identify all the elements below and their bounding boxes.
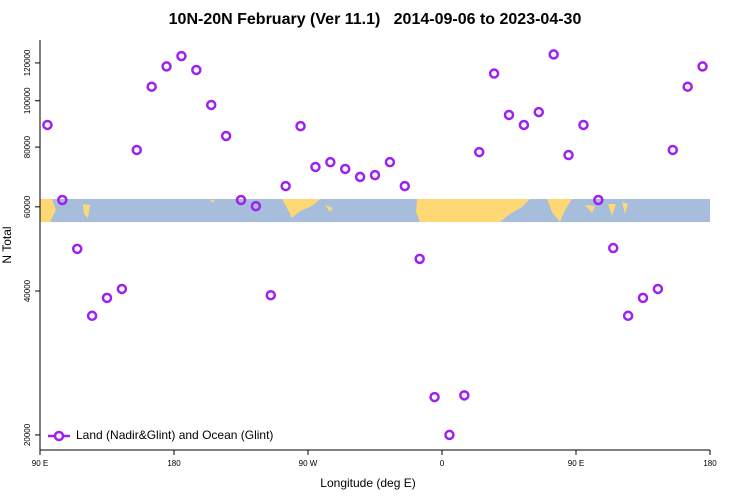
x-tick-label: 180 xyxy=(167,459,181,468)
data-point xyxy=(116,283,128,295)
data-point xyxy=(220,130,232,142)
data-point xyxy=(637,292,649,304)
data-point xyxy=(131,144,143,156)
data-point xyxy=(384,156,396,168)
data-point xyxy=(176,50,187,62)
data-point xyxy=(265,289,277,301)
data-point xyxy=(488,68,500,79)
data-point xyxy=(503,109,515,121)
data-point xyxy=(607,242,619,254)
data-point xyxy=(205,99,217,111)
data-point xyxy=(101,292,113,304)
y-tick-label: 80000 xyxy=(23,135,32,158)
legend-label: Land (Nadir&Glint) and Ocean (Glint) xyxy=(76,428,273,442)
y-tick-label: 40000 xyxy=(23,279,32,302)
x-tick-label: 180 xyxy=(703,459,717,468)
data-point xyxy=(459,390,470,401)
y-tick-label: 60000 xyxy=(23,195,32,218)
data-point xyxy=(399,180,411,192)
x-tick-label: 90 W xyxy=(299,459,318,468)
x-tick-label: 90 E xyxy=(568,459,584,468)
data-point xyxy=(593,194,604,206)
data-point xyxy=(250,200,262,212)
data-point xyxy=(71,243,83,255)
data-point xyxy=(518,119,530,131)
data-point xyxy=(473,146,485,158)
data-point xyxy=(622,310,634,322)
data-point xyxy=(86,310,98,322)
x-tick-label: 0 xyxy=(440,459,445,468)
data-point xyxy=(57,194,68,206)
data-point xyxy=(652,283,664,295)
data-point xyxy=(563,149,574,161)
chart-title: 10N-20N February (Ver 11.1) 2014-09-06 t… xyxy=(169,11,582,28)
data-point xyxy=(667,144,679,156)
data-point xyxy=(369,169,381,181)
y-axis-label: N Total xyxy=(0,226,14,263)
data-point xyxy=(146,81,157,92)
data-point xyxy=(325,156,336,168)
y-tick-label: 100000 xyxy=(23,87,32,114)
data-point xyxy=(310,161,321,173)
data-point xyxy=(354,171,366,183)
y-tick-label: 20000 xyxy=(23,423,32,446)
data-point xyxy=(429,391,440,403)
data-point xyxy=(280,180,291,192)
map-band xyxy=(40,199,710,222)
data-point xyxy=(578,119,589,131)
data-point xyxy=(161,61,172,72)
x-axis-label: Longitude (deg E) xyxy=(320,476,415,490)
legend-marker xyxy=(53,430,65,442)
data-point xyxy=(414,253,425,265)
data-point xyxy=(682,81,693,92)
data-point xyxy=(697,61,708,72)
data-point xyxy=(548,49,559,60)
data-point xyxy=(533,106,545,118)
y-tick-label: 120000 xyxy=(23,49,32,76)
data-point xyxy=(295,120,306,132)
data-point xyxy=(444,429,455,441)
data-point xyxy=(235,194,247,206)
data-point xyxy=(191,64,202,76)
data-point xyxy=(339,163,351,175)
data-point xyxy=(42,119,53,131)
x-tick-label: 90 E xyxy=(32,459,48,468)
